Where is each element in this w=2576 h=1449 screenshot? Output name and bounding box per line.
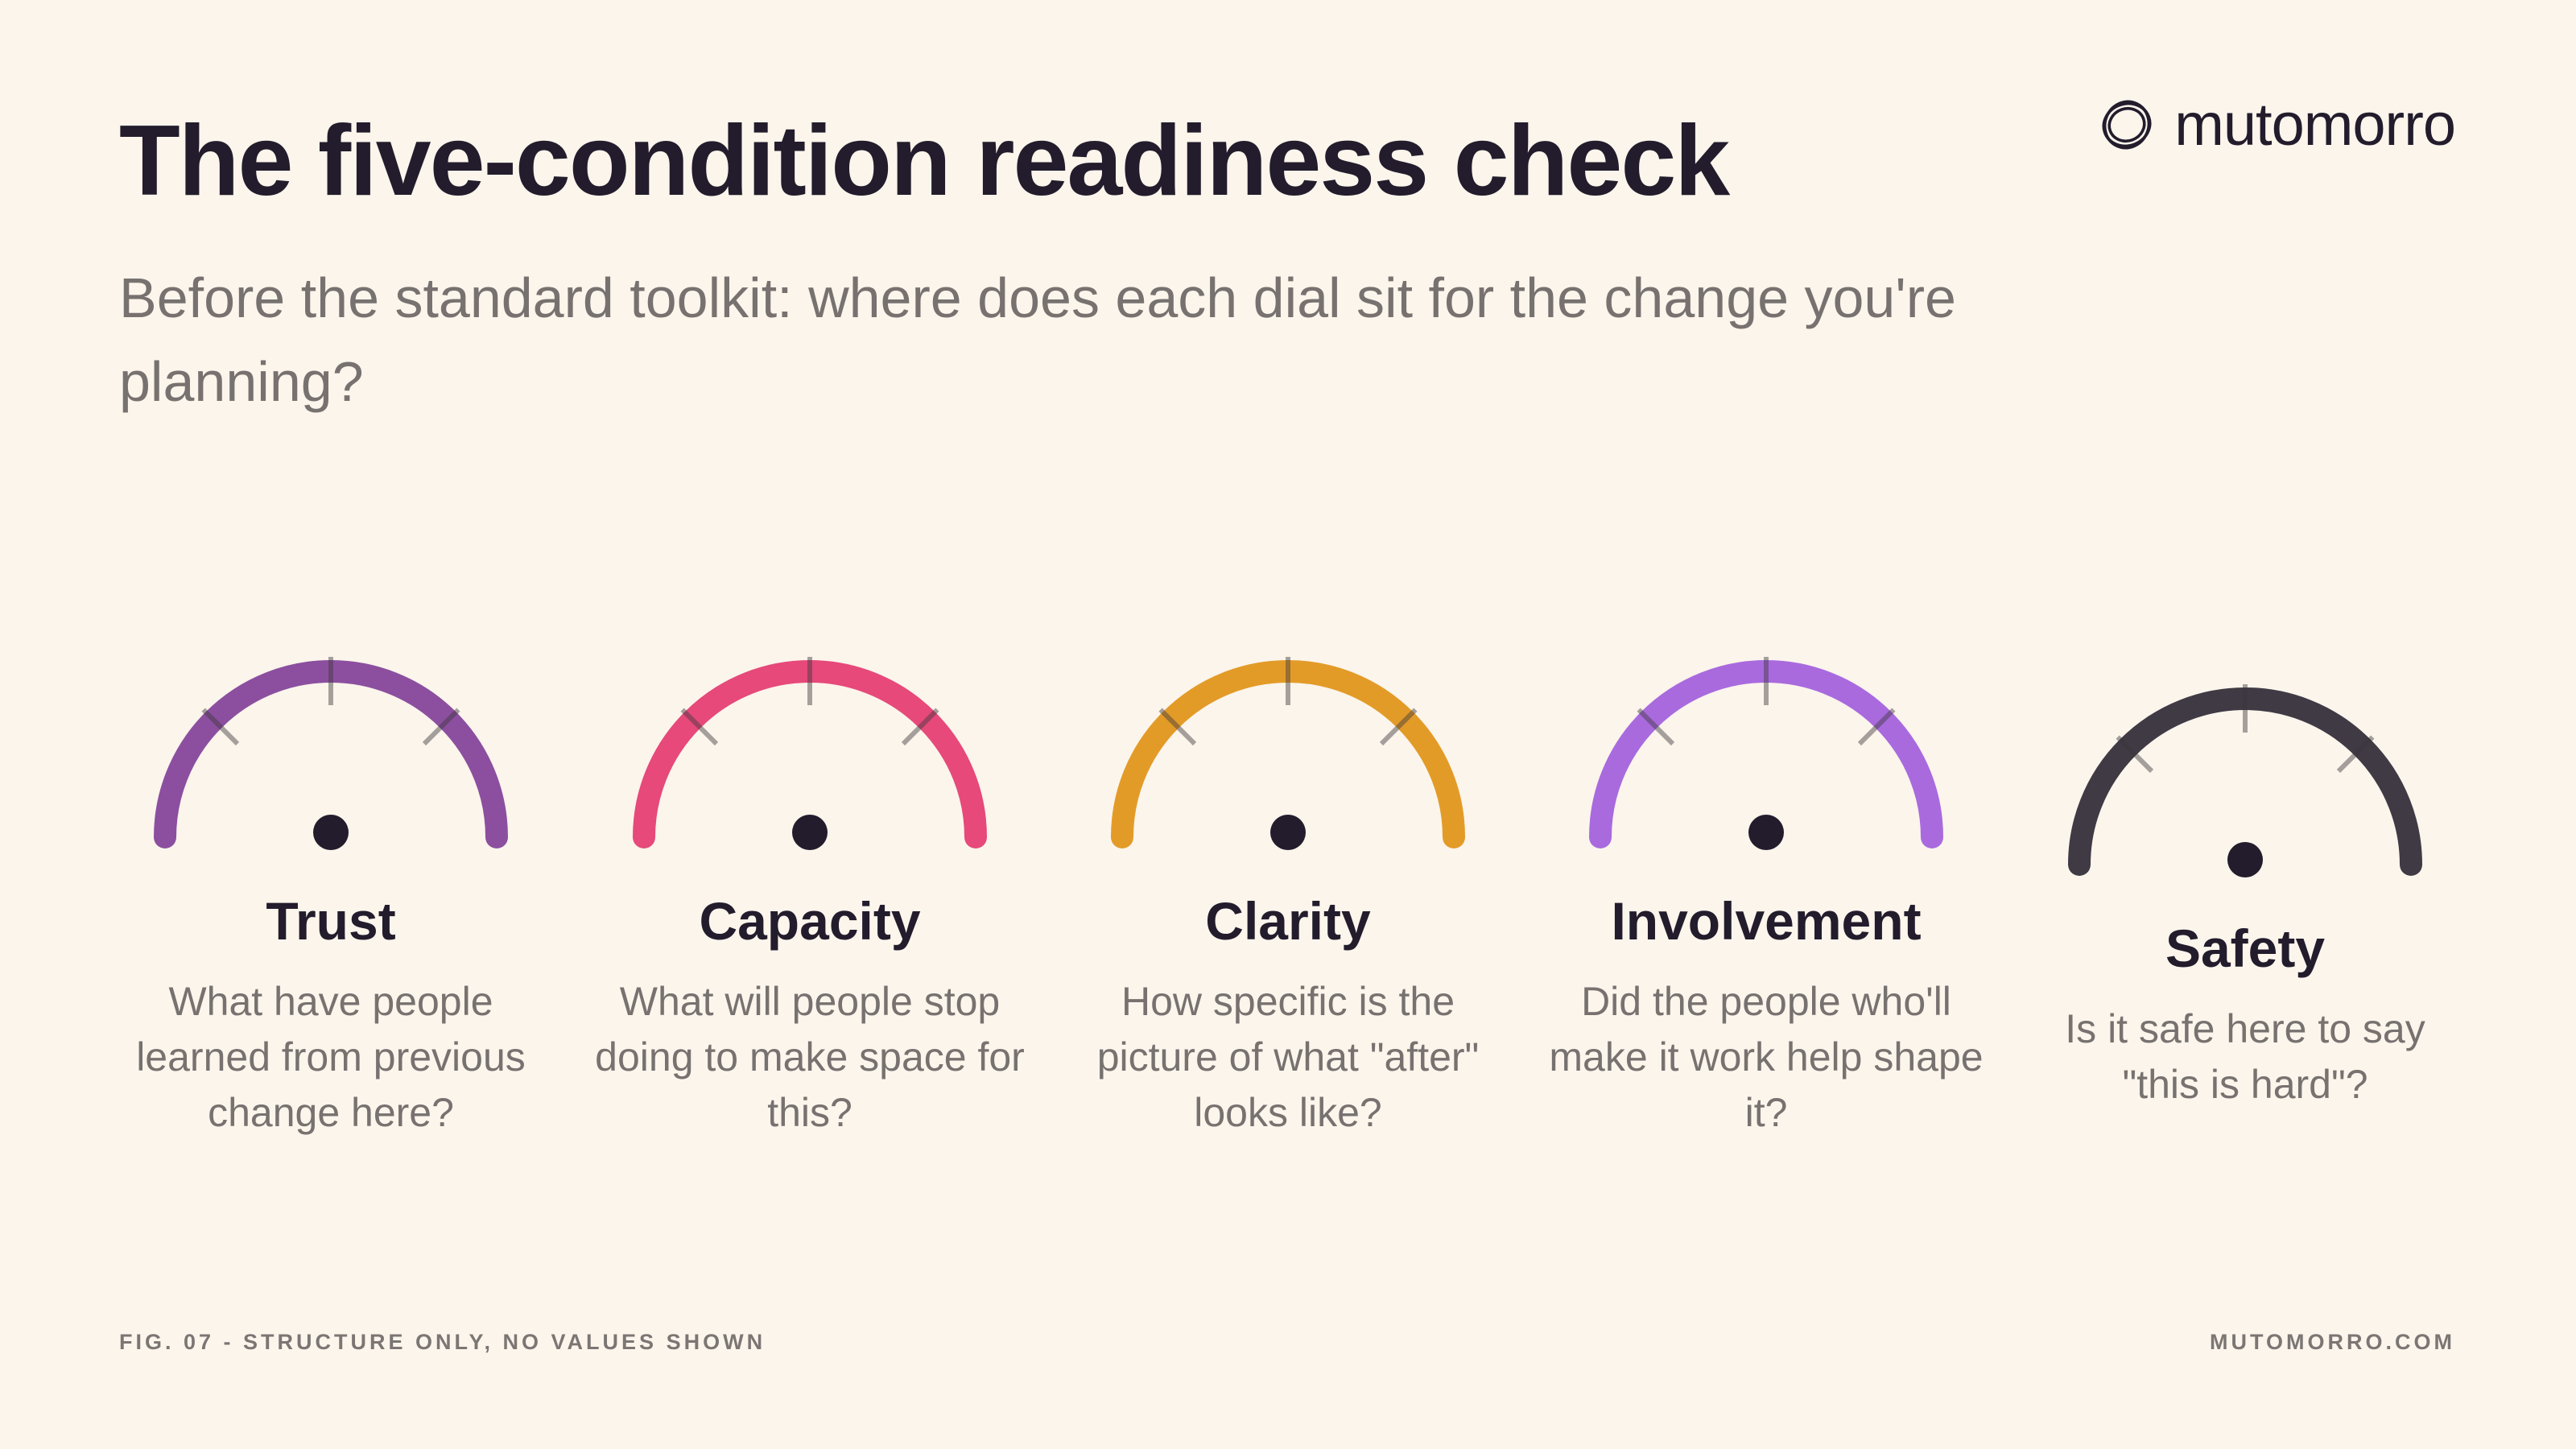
gauge-hub (313, 815, 349, 850)
gauge-tick (2336, 735, 2375, 774)
dial-question: Did the people who'll make it work help … (1549, 979, 1984, 1135)
gauge-tick (1637, 708, 1675, 746)
website-link[interactable]: MUTOMORRO.COM (2210, 1330, 2455, 1354)
gauge-icon (1111, 657, 1465, 850)
dial-safety: Safety Is it safe here to say "this is h… (2020, 671, 2471, 1113)
dial-label: Involvement (1611, 891, 1922, 951)
gauge-tick (2116, 735, 2154, 774)
gauge-hub (792, 815, 828, 850)
gauge-arc (1111, 660, 1465, 848)
page-subtitle: Before the standard toolkit: where does … (119, 266, 1956, 413)
brand-name: mutomorro (2174, 91, 2456, 158)
gauge-icon (2068, 684, 2422, 877)
gauge-arc (2068, 687, 2422, 876)
gauge-hub (2227, 842, 2263, 877)
dial-question: What will people stop doing to make spac… (595, 979, 1025, 1135)
gauge-tick (1857, 708, 1896, 746)
gauge-arc (633, 660, 987, 848)
gauge-icon (633, 657, 987, 850)
figure-caption: FIG. 07 - STRUCTURE ONLY, NO VALUES SHOW… (119, 1330, 766, 1354)
dial-question: Is it safe here to say "this is hard"? (2065, 1006, 2425, 1107)
page-title: The five-condition readiness check (119, 105, 1730, 217)
dial-question: How specific is the picture of what "aft… (1096, 979, 1480, 1135)
dial-trust: Trust What have people learned from prev… (105, 644, 556, 1141)
gauge-tick (1158, 708, 1197, 746)
dial-label: Trust (266, 891, 396, 951)
dial-label: Safety (2165, 919, 2326, 978)
dial-question: What have people learned from previous c… (136, 979, 526, 1135)
dial-clarity: Clarity How specific is the picture of w… (1063, 644, 1513, 1141)
dial-capacity: Capacity What will people stop doing to … (584, 644, 1035, 1141)
gauge-tick (901, 708, 939, 746)
dial-involvement: Involvement Did the people who'll make i… (1541, 644, 1992, 1141)
gauge-icon (1589, 657, 1943, 850)
gauge-hub (1270, 815, 1306, 850)
gauge-tick (422, 708, 460, 746)
gauge-arc (154, 660, 508, 848)
dial-label: Capacity (699, 891, 921, 951)
gauge-tick (1379, 708, 1418, 746)
brand-logo: mutomorro (2099, 90, 2456, 159)
gauge-hub (1748, 815, 1784, 850)
gauge-tick (201, 708, 240, 746)
dial-label: Clarity (1205, 891, 1371, 951)
gauge-icon (154, 657, 508, 850)
gauge-tick (680, 708, 719, 746)
gauge-arc (1589, 660, 1943, 848)
circle-swirl-logo-icon (2102, 100, 2152, 149)
